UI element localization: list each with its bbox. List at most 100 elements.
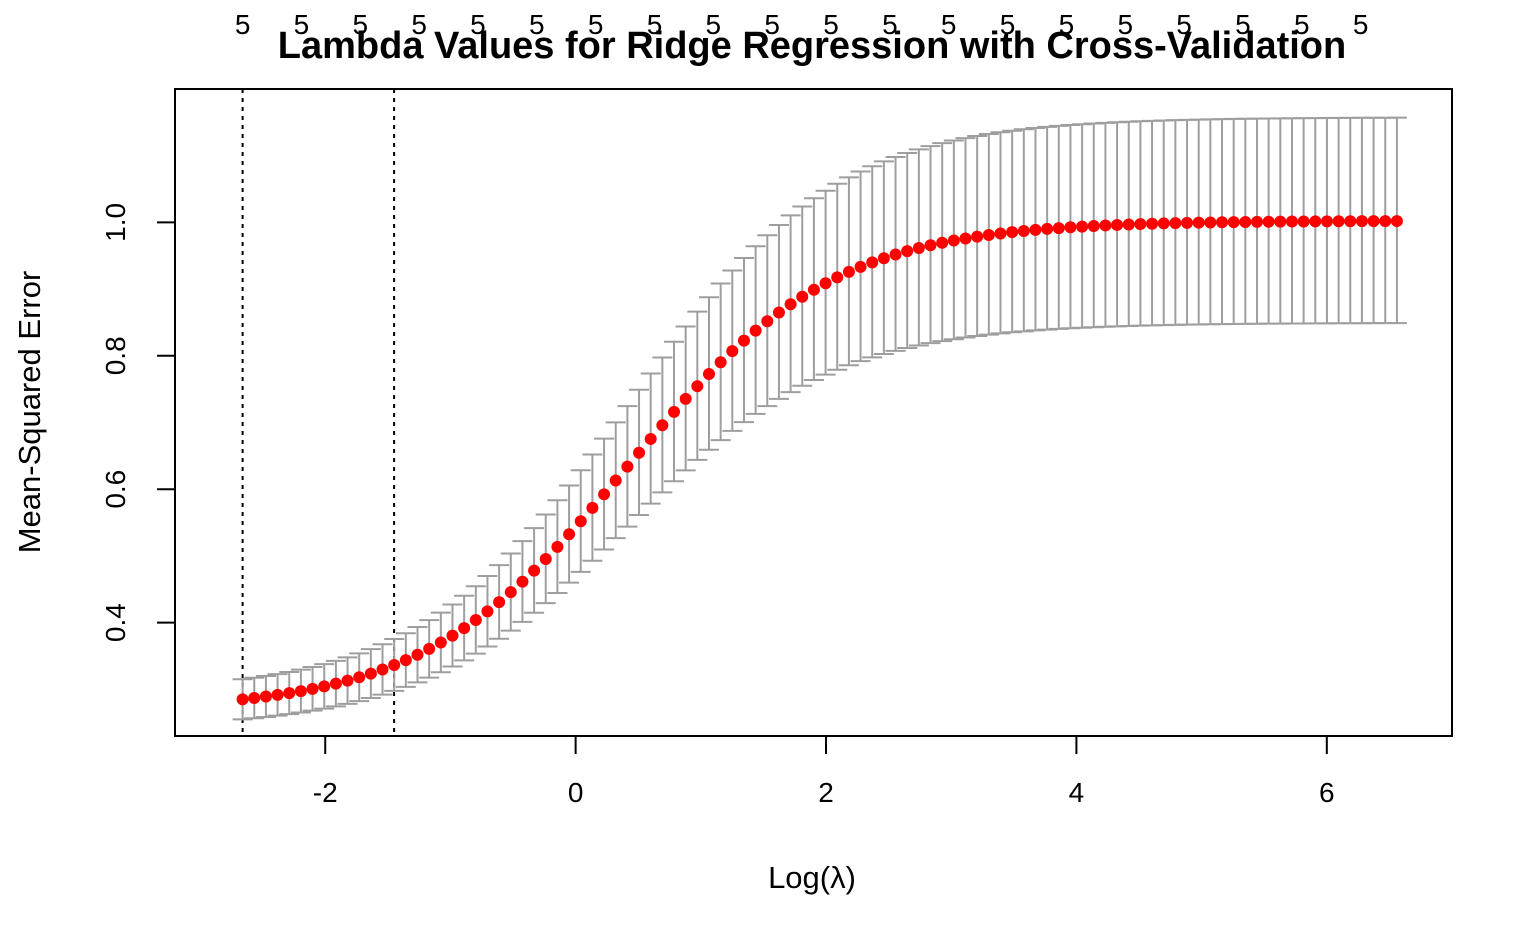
mse-point [749, 324, 762, 337]
mse-point [1344, 215, 1357, 228]
mse-point [574, 515, 587, 528]
mse-point [563, 528, 576, 541]
top-axis-label: 5 [294, 9, 310, 40]
mse-point [1134, 218, 1147, 231]
mse-point [633, 446, 646, 459]
x-axis-label: Log(λ) [768, 860, 856, 895]
mse-point [726, 345, 739, 358]
mse-point [1250, 215, 1263, 228]
mse-point [458, 622, 471, 635]
mse-point [1309, 215, 1322, 228]
mse-point [1367, 215, 1380, 228]
top-axis-label: 5 [235, 9, 251, 40]
mse-point [761, 315, 774, 328]
mse-point [1076, 220, 1089, 233]
top-axis-label: 5 [941, 9, 957, 40]
mse-point [1262, 215, 1275, 228]
top-axis-label: 5 [764, 9, 780, 40]
mse-point [668, 405, 681, 418]
mse-point [679, 392, 692, 405]
mse-point [994, 227, 1007, 240]
mse-point [481, 605, 494, 618]
mse-point [539, 553, 552, 566]
mse-point [318, 680, 331, 693]
mse-point [586, 501, 599, 514]
mse-point [1041, 222, 1054, 235]
mse-point [1122, 218, 1135, 231]
mse-point [516, 575, 529, 588]
mse-point [737, 334, 750, 347]
top-axis-label: 5 [1000, 9, 1016, 40]
mse-point [1017, 224, 1030, 237]
top-axis-label: 5 [1059, 9, 1075, 40]
mse-point [259, 690, 272, 703]
mse-point [644, 432, 657, 445]
mse-point [1297, 215, 1310, 228]
mse-point [1087, 219, 1100, 232]
mse-point [831, 271, 844, 284]
mse-point [1227, 216, 1240, 229]
mse-point [1029, 223, 1042, 236]
mse-point [901, 245, 914, 258]
mse-point [329, 677, 342, 690]
chart-title: Lambda Values for Ridge Regression with … [278, 25, 1346, 67]
mse-point [504, 586, 517, 599]
top-axis-label: 5 [882, 9, 898, 40]
mse-point [807, 283, 820, 296]
mse-point [294, 685, 307, 698]
mse-point [877, 252, 890, 265]
mse-point [982, 228, 995, 241]
x-tick-label: 0 [568, 777, 584, 808]
reference-lines [241, 89, 396, 736]
top-axis-label: 5 [1235, 9, 1251, 40]
mse-point [598, 488, 611, 501]
mse-point [971, 230, 984, 243]
mse-points [236, 215, 1403, 706]
y-tick-label: 0.4 [100, 603, 131, 642]
mse-point [306, 682, 319, 695]
mse-point [772, 306, 785, 319]
mse-point [784, 298, 797, 311]
mse-point [469, 614, 482, 627]
mse-point [1111, 218, 1124, 231]
y-axis: 0.4 0.6 0.8 1.0 [100, 203, 176, 642]
mse-point [924, 239, 937, 252]
mse-point [866, 256, 879, 269]
top-axis-label: 5 [353, 9, 369, 40]
mse-point [341, 674, 354, 687]
top-axis-labels: 5 5 5 5 5 5 5 5 5 5 5 5 5 5 5 5 5 5 5 5 [235, 9, 1369, 40]
mse-point [1169, 217, 1182, 230]
mse-point [912, 242, 925, 255]
mse-point [854, 260, 867, 273]
error-bars [232, 116, 1407, 721]
y-axis-label: Mean-Squared Error [12, 271, 47, 554]
mse-point [434, 636, 447, 649]
mse-point [714, 356, 727, 369]
mse-point [446, 629, 459, 642]
mse-point [1320, 215, 1333, 228]
mse-point [248, 692, 261, 705]
mse-point [1157, 217, 1170, 230]
x-tick-label: 6 [1319, 777, 1335, 808]
mse-point [889, 248, 902, 261]
mse-point [388, 659, 401, 672]
plot-frame [174, 88, 1453, 737]
mse-point [411, 648, 424, 661]
mse-point [493, 596, 506, 609]
top-axis-label: 5 [1176, 9, 1192, 40]
mse-point [1099, 219, 1112, 232]
mse-point [959, 232, 972, 245]
mse-point [1285, 215, 1298, 228]
top-axis-label: 5 [1294, 9, 1310, 40]
mse-point [1192, 216, 1205, 229]
mse-point [609, 474, 622, 487]
mse-point [1332, 215, 1345, 228]
top-axis-label: 5 [411, 9, 427, 40]
mse-point [1274, 215, 1287, 228]
mse-point [796, 290, 809, 303]
mse-point [1216, 216, 1229, 229]
mse-point [936, 236, 949, 249]
mse-point [1355, 215, 1368, 228]
x-tick-label: 2 [818, 777, 834, 808]
